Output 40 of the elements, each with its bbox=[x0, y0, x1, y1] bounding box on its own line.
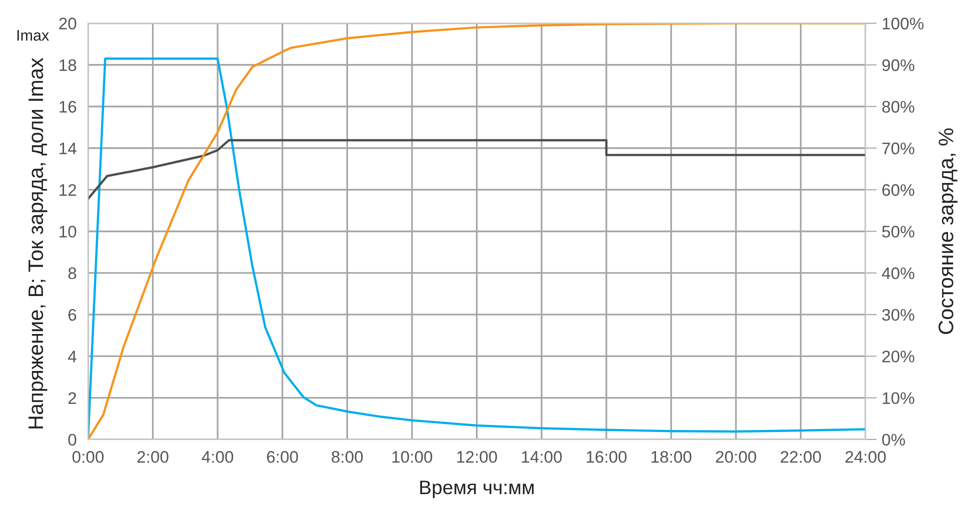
x-tick-label: 6:00 bbox=[267, 451, 298, 463]
x-tick-label: 12:00 bbox=[457, 451, 497, 463]
y2-tick-label: 50% bbox=[882, 226, 914, 238]
y-tick-label: 2 bbox=[68, 392, 76, 404]
y-tick-label: 0 bbox=[68, 434, 76, 446]
y-tick-label: 16 bbox=[60, 100, 76, 113]
x-tick-label: 8:00 bbox=[332, 451, 363, 463]
y-tick-label: 10 bbox=[60, 226, 76, 238]
y-tick-label: 12 bbox=[60, 184, 76, 196]
y-tick-label: 8 bbox=[68, 267, 76, 280]
y2-tick-label: 20% bbox=[882, 350, 914, 362]
y2-tick-label: 60% bbox=[882, 184, 914, 196]
x-tick-label: 20:00 bbox=[716, 451, 756, 463]
x-tick-label: 0:00 bbox=[72, 451, 104, 463]
y2-tick-label: 0% bbox=[882, 434, 905, 446]
y-tick-label: 14 bbox=[60, 142, 76, 154]
y2-axis-title: Состояние заряда, % bbox=[938, 128, 958, 334]
y-axis-title: Напряжение, В; Ток заряда, доли Imax bbox=[28, 58, 48, 428]
x-tick-label: 16:00 bbox=[586, 451, 627, 463]
y-tick-label: 4 bbox=[68, 350, 76, 362]
text: Imax bbox=[17, 30, 49, 41]
y2-tick-label: 80% bbox=[882, 100, 914, 113]
y-tick-label: 6 bbox=[68, 308, 76, 321]
y2-tick-label: 40% bbox=[882, 267, 914, 280]
y-tick-label: 18 bbox=[60, 59, 76, 72]
x-tick-label: 14:00 bbox=[522, 451, 562, 463]
x-tick-label: 18:00 bbox=[652, 451, 692, 463]
y2-tick-label: 10% bbox=[882, 392, 914, 404]
y2-tick-label: 70% bbox=[882, 142, 914, 154]
y2-tick-label: 100% bbox=[882, 18, 924, 30]
x-axis-title: Время чч:мм bbox=[420, 480, 534, 498]
y-tick-label: 20 bbox=[59, 18, 76, 30]
x-tick-label: 10:00 bbox=[392, 451, 432, 463]
y2-tick-label: 30% bbox=[882, 308, 914, 321]
x-tick-label: 4:00 bbox=[202, 451, 234, 463]
x-tick-label: 24:00 bbox=[846, 451, 886, 463]
line-series bbox=[88, 139, 866, 200]
x-tick-label: 2:00 bbox=[137, 451, 168, 463]
x-tick-label: 22:00 bbox=[780, 451, 821, 463]
y2-tick-label: 90% bbox=[882, 59, 914, 72]
